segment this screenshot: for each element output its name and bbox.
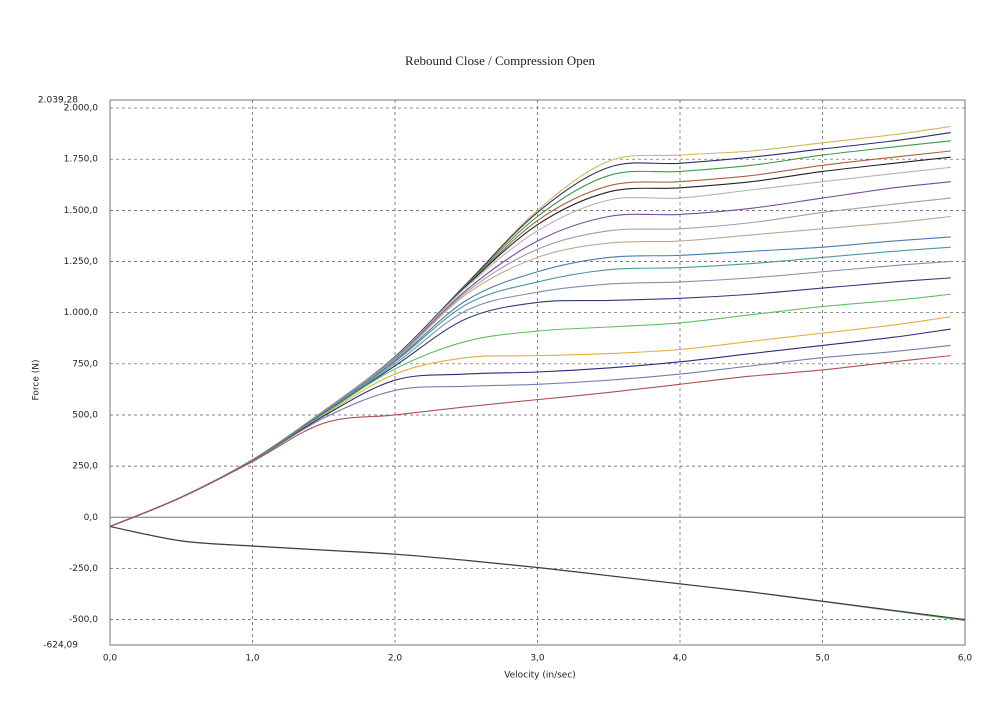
x-tick-label: 1,0 [245, 654, 260, 664]
y-tick-label: -624,09 [43, 641, 78, 651]
curve [109, 316, 951, 528]
y-tick-label: 1.000,0 [64, 308, 99, 318]
y-tick-label: 1.750,0 [64, 155, 99, 165]
x-tick-label: 3,0 [530, 654, 545, 664]
y-tick-label: 2.039,28 [38, 96, 78, 106]
x-tick-label: 4,0 [673, 654, 688, 664]
y-tick-label: 2.000,0 [64, 104, 99, 114]
curve [109, 260, 951, 528]
y-tick-label: 500,0 [72, 410, 98, 420]
curve [109, 236, 951, 528]
y-tick-label: 0,0 [84, 513, 99, 523]
curve [109, 132, 951, 528]
y-tick-label: -250,0 [69, 564, 98, 574]
x-tick-label: 0,0 [103, 654, 118, 664]
curve [109, 140, 951, 528]
x-tick-label: 2,0 [388, 654, 403, 664]
y-tick-label: -500,0 [69, 615, 98, 625]
x-tick-label: 6,0 [958, 654, 973, 664]
curve [109, 328, 951, 528]
y-axis-label: Force (N) [32, 360, 42, 401]
curve [109, 166, 951, 528]
curve [109, 125, 951, 528]
curve [109, 355, 951, 528]
chart-title: Rebound Close / Compression Open [405, 53, 595, 68]
x-tick-label: 5,0 [815, 654, 830, 664]
curve [109, 293, 951, 528]
x-axis-label: Velocity (in/sec) [504, 671, 576, 681]
y-tick-label: 1.250,0 [64, 257, 99, 267]
y-tick-label: 1.500,0 [64, 206, 99, 216]
curve [109, 277, 951, 528]
y-tick-label: 250,0 [72, 462, 98, 472]
curve [109, 181, 951, 528]
curve [109, 246, 951, 528]
tick-labels: -624,09 -500,0 -250,0 0,0 250,0 500,0 750,0 1.0… [38, 96, 973, 664]
grid [110, 100, 965, 645]
curve [109, 215, 951, 528]
curves [109, 125, 966, 622]
y-tick-label: 750,0 [72, 359, 98, 369]
curve [109, 525, 966, 621]
